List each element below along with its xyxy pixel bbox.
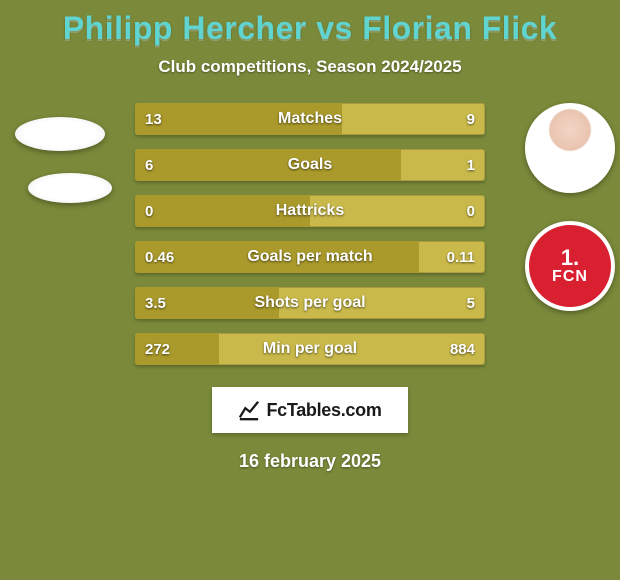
stat-bars: 13Matches9 6Goals1 0Hattricks0 0.46Goals pe… [135, 103, 485, 365]
page-subtitle: Club competitions, Season 2024/2025 [0, 57, 620, 77]
stat-label: Goals [135, 149, 485, 181]
club-badge-number: 1. [561, 247, 579, 269]
club-badge-abbr: FCN [552, 269, 588, 285]
stat-bar: 6Goals1 [135, 149, 485, 181]
stat-value-right: 0 [457, 195, 485, 227]
stat-label: Matches [135, 103, 485, 135]
stat-label: Goals per match [135, 241, 485, 273]
stat-bar: 0.46Goals per match0.11 [135, 241, 485, 273]
stat-value-right: 884 [440, 333, 485, 365]
stat-bar: 272Min per goal884 [135, 333, 485, 365]
comparison-card: Philipp Hercher vs Florian Flick Club co… [0, 0, 620, 580]
brand-text: FcTables.com [266, 400, 381, 421]
stat-bar: 0Hattricks0 [135, 195, 485, 227]
page-title: Philipp Hercher vs Florian Flick [0, 10, 620, 47]
brand-badge[interactable]: FcTables.com [212, 387, 408, 433]
stat-label: Min per goal [135, 333, 485, 365]
stat-value-right: 9 [457, 103, 485, 135]
date-text: 16 february 2025 [0, 451, 620, 472]
stat-label: Hattricks [135, 195, 485, 227]
stat-label: Shots per goal [135, 287, 485, 319]
player1-avatar [15, 117, 105, 151]
player1-club-badge [28, 173, 112, 203]
player2-avatar [525, 103, 615, 193]
stat-value-right: 1 [457, 149, 485, 181]
stat-value-right: 0.11 [437, 241, 485, 273]
stat-bar: 13Matches9 [135, 103, 485, 135]
chart-icon [238, 399, 260, 421]
stat-bar: 3.5Shots per goal5 [135, 287, 485, 319]
stat-value-right: 5 [457, 287, 485, 319]
player2-club-badge: 1. FCN [525, 221, 615, 311]
comparison-arena: 1. FCN 13Matches9 6Goals1 0Hattricks0 0.46G… [0, 103, 620, 365]
